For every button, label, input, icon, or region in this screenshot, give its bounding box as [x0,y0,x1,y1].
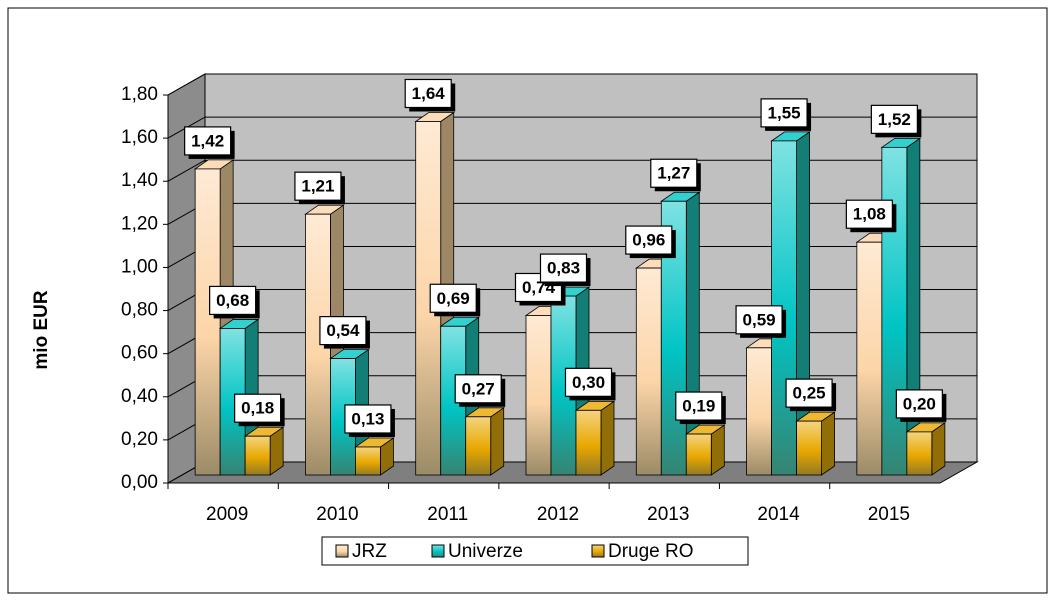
label-box [184,126,232,156]
bar-side [600,400,615,476]
value-label: 1,55 [768,103,801,122]
legend-label: JRZ [352,541,387,562]
label-box [564,367,613,397]
value-label: 0,83 [547,259,580,278]
value-label: 1,21 [301,177,334,196]
value-label: 0,59 [743,310,776,329]
x-tick-label: 2009 [206,504,248,525]
value-label: 0,27 [462,379,495,398]
label-box [650,158,698,188]
label-box [319,316,367,346]
label-box [785,378,833,408]
value-label: 0,18 [241,399,274,418]
x-tick-label: 2012 [537,504,579,525]
x-tick-label: 2011 [427,504,468,525]
x-tick-label: 2010 [316,504,358,525]
bar-side [821,411,835,476]
legend-swatch [431,544,445,558]
legend-swatch [335,544,349,558]
bar [244,435,271,476]
y-tick-label: 1,40 [121,170,158,191]
legend-label: Druge RO [608,541,694,562]
label-box [344,404,392,434]
value-label: 0,20 [903,394,936,413]
grid-line [167,116,977,139]
label-box [625,225,673,255]
legend-box [321,536,749,566]
y-tick-label: 1,60 [121,127,158,148]
value-label: 0,68 [216,291,249,310]
x-tick-label: 2014 [757,504,800,525]
value-label: 0,96 [632,231,665,250]
bar [881,146,908,476]
bar [465,416,492,476]
y-tick-label: 0,40 [121,386,158,407]
label-box [870,104,918,134]
bar [194,168,221,476]
bar [685,433,712,476]
value-label: 0,30 [572,373,605,392]
value-label: 0,54 [326,321,360,340]
bar [906,431,933,476]
bar [746,347,772,476]
y-tick-label: 0,00 [121,472,158,493]
y-tick-label: 0,60 [121,343,158,364]
label-box [675,391,723,421]
y-axis-title: mio EUR [31,290,52,369]
value-label: 0,19 [682,397,715,416]
label-box [209,285,257,316]
label-box [429,283,477,313]
y-tick-label: 0,20 [121,429,158,450]
bar-side [490,407,505,476]
y-tick-label: 1,20 [121,213,158,234]
label-box [735,305,783,335]
label-box [845,199,893,229]
grid-line [167,159,977,182]
label-box [404,78,452,109]
label-box [454,374,502,404]
x-tick-label: 2015 [868,504,910,525]
label-box [539,253,588,283]
value-label: 1,08 [853,205,886,224]
bar [525,315,552,476]
label-box [294,171,342,201]
bar [796,420,822,476]
value-label: 1,64 [412,84,446,103]
label-box [895,389,943,419]
value-label: 0,69 [437,289,470,308]
legend-swatch [591,544,605,558]
label-box [760,98,808,128]
bar [575,409,602,476]
value-label: 0,13 [351,409,384,428]
bar [635,267,662,476]
x-tick-label: 2013 [647,504,689,525]
grid-line [167,73,977,96]
legend-label: Univerze [448,541,523,562]
y-tick-label: 1,00 [121,256,158,277]
bar [856,241,883,476]
value-label: 1,42 [191,131,224,150]
label-box [234,393,282,423]
value-label: 1,52 [878,110,911,129]
y-tick-label: 0,80 [121,300,158,321]
bar [355,446,381,476]
y-tick-label: 1,80 [121,84,158,105]
value-label: 1,27 [657,164,690,183]
value-label: 0,25 [793,384,826,403]
